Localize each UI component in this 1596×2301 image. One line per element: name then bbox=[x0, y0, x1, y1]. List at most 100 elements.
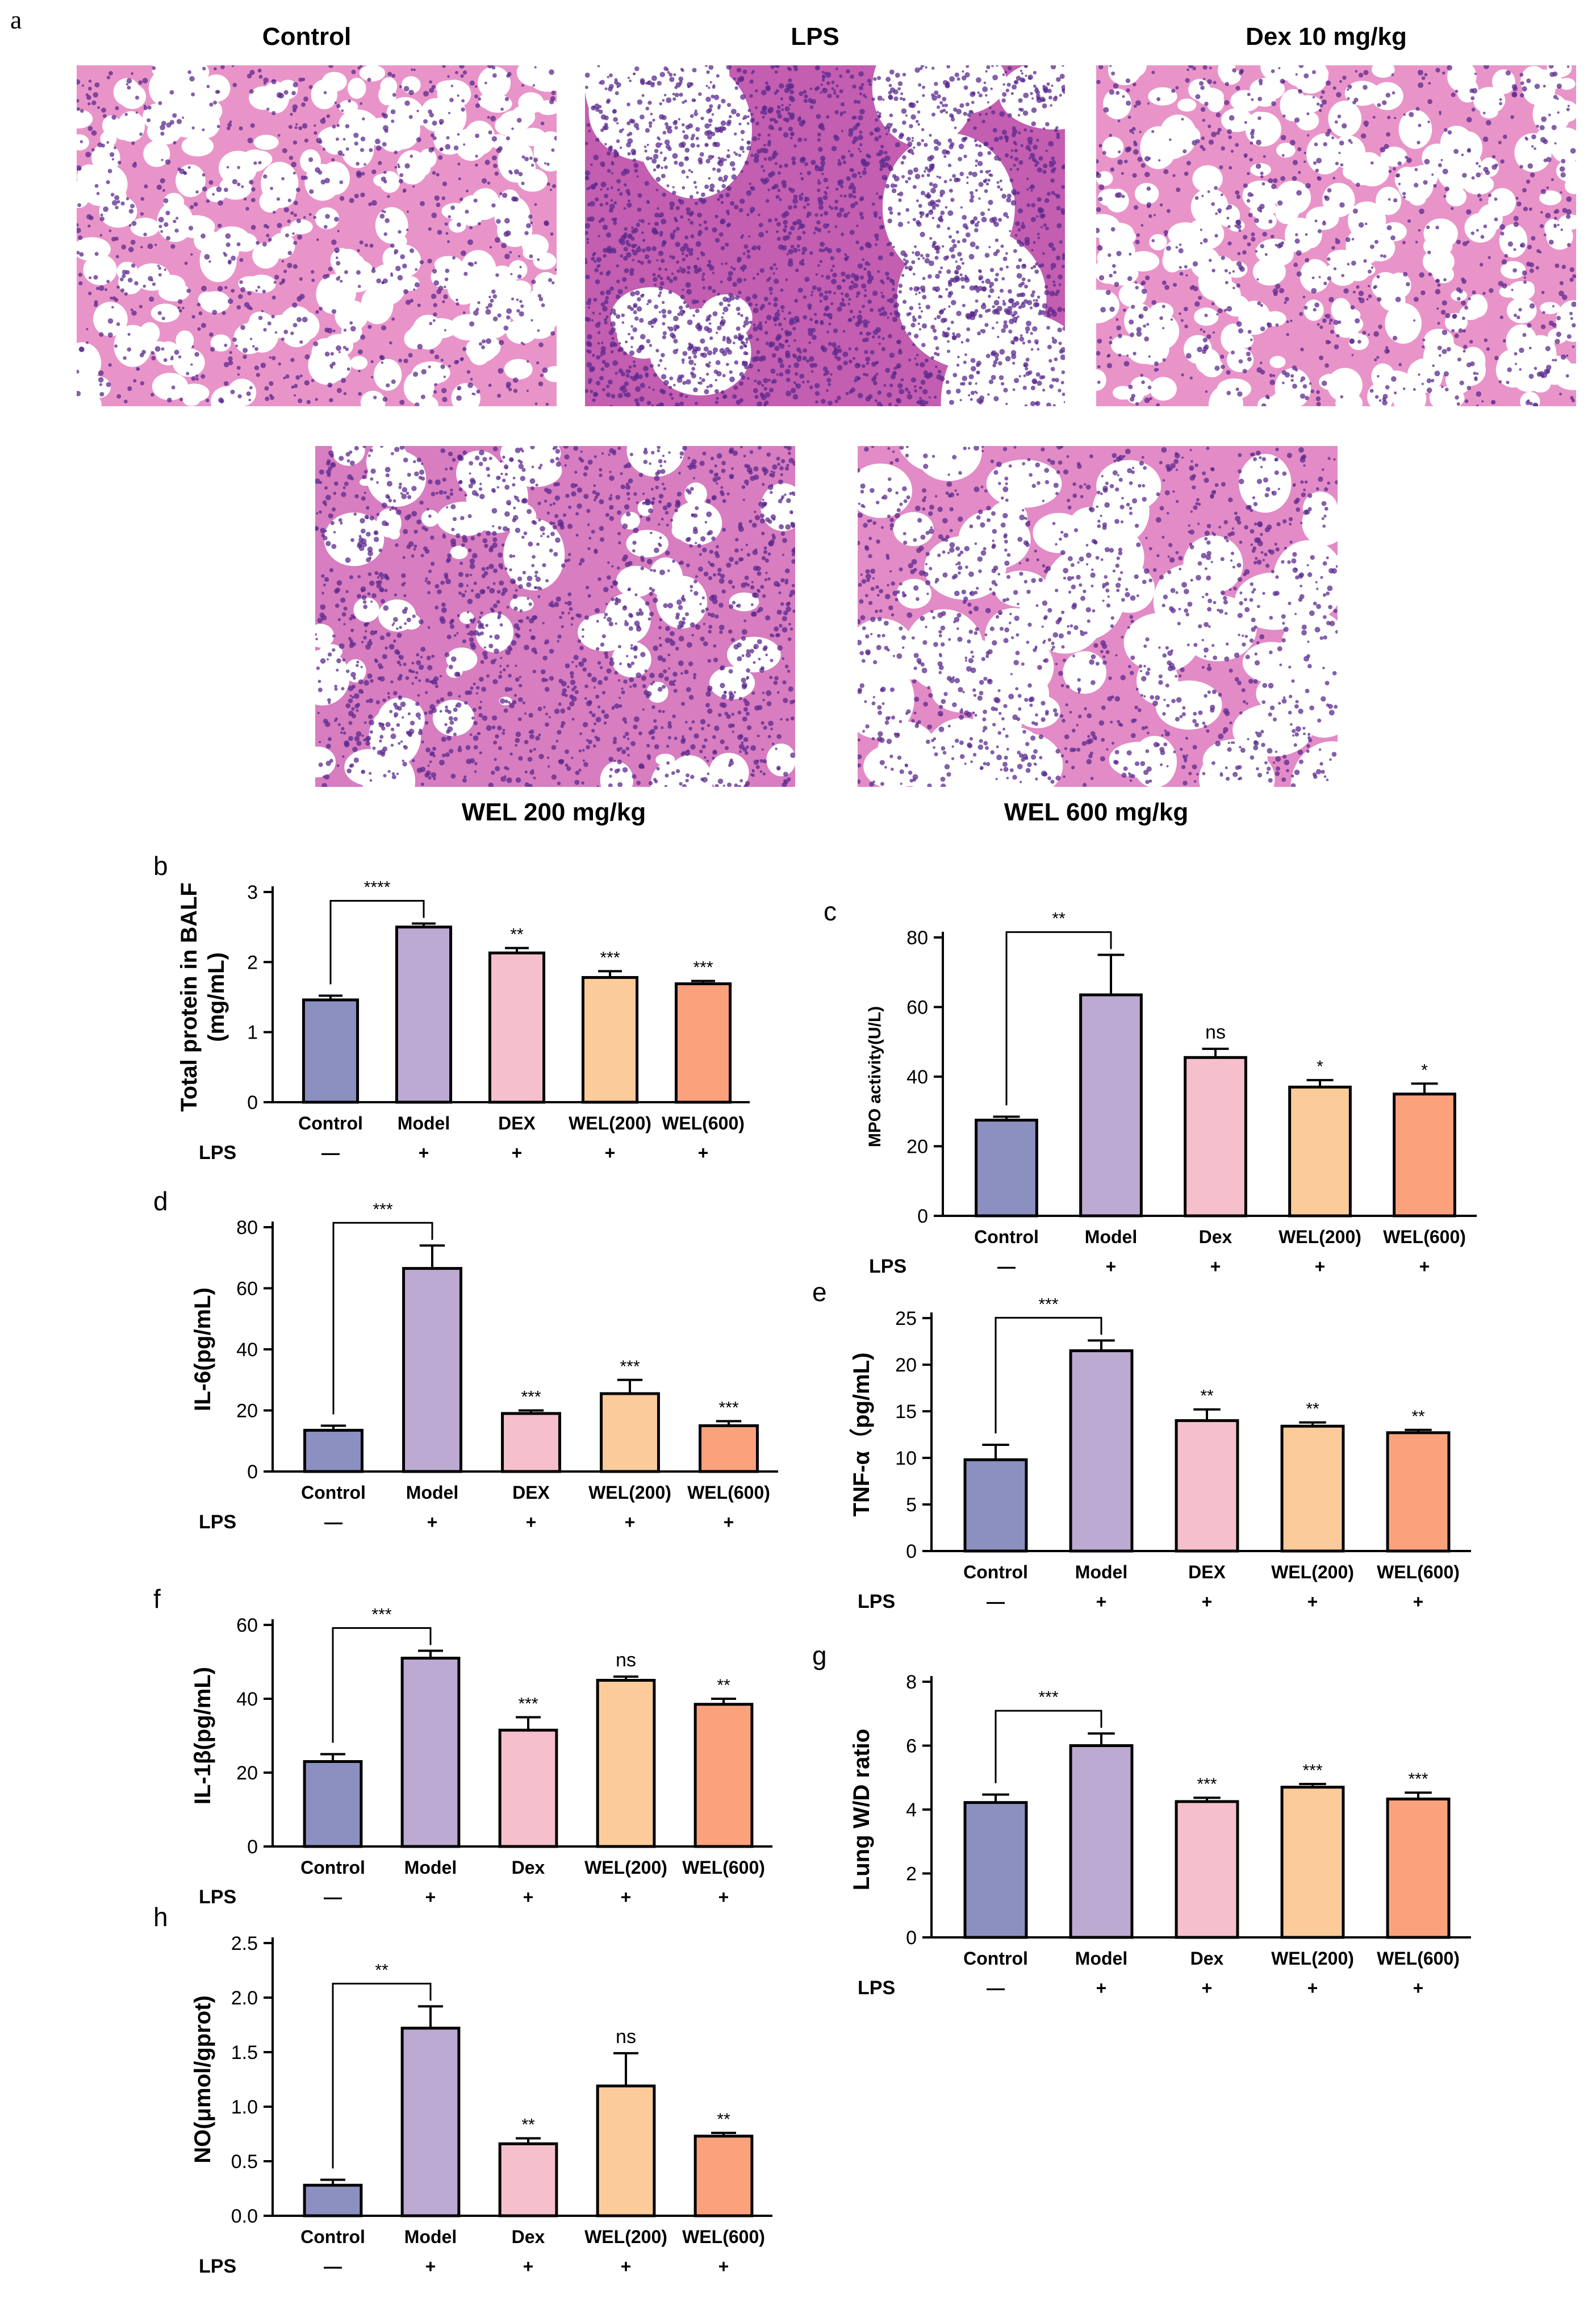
y-tick-label: 0 bbox=[247, 1461, 258, 1483]
histology-texture bbox=[77, 65, 557, 406]
bracket-significance: **** bbox=[364, 878, 391, 897]
comparison-bracket bbox=[995, 1316, 1102, 1434]
bar-wel200 bbox=[600, 1392, 660, 1473]
significance-mark: ** bbox=[1306, 1400, 1319, 1419]
y-tick-label: 0 bbox=[917, 1206, 928, 1227]
comparison-bracket bbox=[332, 1222, 433, 1415]
y-tick-label: 15 bbox=[895, 1401, 917, 1423]
chart-no: h 0.0 0.5 1.0 1.5 2.0 2.5 NO(μmol/gprot) Control… bbox=[153, 1902, 772, 2277]
lps-sign: — bbox=[997, 1256, 1016, 1277]
bar-wel200 bbox=[1288, 1085, 1352, 1218]
lps-sign: + bbox=[1413, 1591, 1424, 1612]
significance-mark: ns bbox=[616, 2026, 636, 2048]
lps-sign: + bbox=[625, 1512, 636, 1532]
y-axis-label: TNF-α（pg/mL) bbox=[849, 1353, 874, 1517]
y-tick-label: 4 bbox=[906, 1799, 917, 1821]
bar-wel200 bbox=[581, 976, 639, 1104]
y-axis-label: IL-6(pg/mL) bbox=[190, 1287, 215, 1411]
significance-mark: ** bbox=[717, 2110, 730, 2129]
bar-wel600 bbox=[693, 2135, 754, 2217]
lps-sign: + bbox=[1419, 1256, 1430, 1277]
lps-sign: — bbox=[324, 1512, 342, 1532]
y-tick-label: 0.5 bbox=[231, 2151, 258, 2173]
category-label: Model bbox=[404, 2227, 457, 2247]
histology-title-dex: Dex 10 mg/kg bbox=[1246, 23, 1407, 51]
category-label: WEL(600) bbox=[1377, 1562, 1460, 1582]
lps-sign: + bbox=[425, 2256, 436, 2277]
category-label: Dex bbox=[1190, 1948, 1224, 1969]
bar-dex bbox=[1175, 1419, 1239, 1553]
significance-mark: ns bbox=[1205, 1022, 1226, 1043]
y-tick-label: 1.0 bbox=[231, 2096, 258, 2118]
chart-total-protein: b 0 1 2 3 Total protein in BALF (mg/mL) Control… bbox=[153, 851, 750, 1164]
lps-sign: + bbox=[1307, 1591, 1318, 1612]
category-label: DEX bbox=[498, 1113, 536, 1133]
panel-letter-g: g bbox=[812, 1641, 827, 1670]
category-label: Model bbox=[404, 1857, 457, 1878]
category-label: Control bbox=[300, 1857, 365, 1878]
bar-dex bbox=[501, 1412, 561, 1473]
significance-mark: *** bbox=[718, 1398, 738, 1417]
panel-letter-c: c bbox=[824, 897, 837, 926]
category-label: WEL(200) bbox=[588, 1482, 671, 1503]
significance-mark: *** bbox=[1302, 1761, 1322, 1780]
lps-sign: + bbox=[621, 2256, 632, 2277]
bar-wel600 bbox=[699, 1424, 759, 1473]
comparison-bracket bbox=[329, 900, 425, 985]
bar-wel600 bbox=[1386, 1797, 1451, 1939]
significance-mark: ** bbox=[1411, 1407, 1425, 1426]
category-label: WEL(600) bbox=[682, 1857, 765, 1878]
histology-image-dex bbox=[1096, 65, 1576, 406]
chart-mpo-activity: c 0 20 40 60 80 MPO activity(U/L) Control — Model… bbox=[824, 897, 1477, 1277]
bar-wel600 bbox=[1386, 1431, 1451, 1553]
y-tick-label: 80 bbox=[906, 927, 928, 949]
bar-dex bbox=[1175, 1800, 1239, 1939]
lps-sign: + bbox=[523, 1887, 534, 1907]
panel-letter-a: a bbox=[10, 5, 22, 34]
chart-il1b: f 0 20 40 60 IL-1β(pg/mL) Control — Model + *** Dex… bbox=[153, 1584, 772, 1908]
y-tick-label: 1.5 bbox=[231, 2042, 258, 2064]
significance-mark: ns bbox=[616, 1649, 636, 1671]
y-tick-label: 3 bbox=[247, 882, 258, 903]
category-label: DEX bbox=[512, 1482, 550, 1503]
bar-control bbox=[303, 1760, 363, 1848]
lps-sign: + bbox=[526, 1512, 537, 1532]
bar-wel200 bbox=[1280, 1786, 1345, 1939]
category-label: WEL(600) bbox=[682, 2227, 765, 2247]
y-tick-label: 25 bbox=[895, 1308, 917, 1329]
y-tick-label: 5 bbox=[906, 1494, 917, 1516]
significance-mark: ** bbox=[1200, 1387, 1214, 1406]
bar-dex bbox=[498, 1728, 558, 1848]
y-tick-label: 10 bbox=[895, 1448, 917, 1469]
y-tick-label: 40 bbox=[906, 1066, 928, 1088]
significance-mark: *** bbox=[1197, 1775, 1217, 1794]
histology-title-control: Control bbox=[262, 23, 352, 51]
histology-image-control bbox=[77, 65, 557, 406]
bar-wel200 bbox=[596, 2085, 656, 2217]
significance-mark: *** bbox=[1408, 1770, 1428, 1789]
bar-model bbox=[1069, 1349, 1134, 1553]
y-tick-label: 1 bbox=[247, 1022, 258, 1044]
y-tick-label: 40 bbox=[236, 1339, 258, 1361]
histology-image-wel200 bbox=[315, 446, 795, 787]
y-tick-label: 40 bbox=[236, 1689, 258, 1710]
bar-wel600 bbox=[1393, 1093, 1456, 1218]
category-label: Control bbox=[298, 1113, 363, 1133]
panel-letter-f: f bbox=[153, 1584, 161, 1614]
y-axis-label: IL-1β(pg/mL) bbox=[190, 1667, 215, 1804]
y-tick-label: 0 bbox=[906, 1927, 917, 1949]
lps-sign: — bbox=[987, 1978, 1005, 1998]
category-label: WEL(200) bbox=[569, 1113, 651, 1133]
lps-label: LPS bbox=[199, 1142, 236, 1164]
significance-mark: *** bbox=[521, 1388, 541, 1407]
lps-sign: + bbox=[523, 2256, 534, 2277]
y-tick-label: 0 bbox=[906, 1541, 917, 1562]
significance-mark: * bbox=[1317, 1057, 1323, 1076]
lps-sign: — bbox=[324, 2256, 342, 2277]
y-tick-label: 2 bbox=[247, 952, 258, 973]
bracket-significance: *** bbox=[1038, 1295, 1058, 1314]
lps-sign: + bbox=[718, 2256, 729, 2277]
bar-wel200 bbox=[1280, 1424, 1345, 1553]
bar-control bbox=[963, 1458, 1028, 1553]
y-axis-label: Total protein in BALF (mg/mL) bbox=[177, 882, 229, 1112]
